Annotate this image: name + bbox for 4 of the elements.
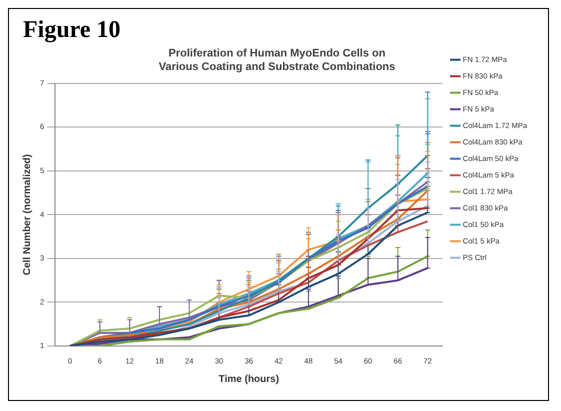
x-axis-title: Time (hours) [218,374,280,385]
caption: Figure 10 [22,16,122,43]
y-axis-title: Cell Number (normalized) [22,154,33,276]
chart-title: Proliferation of Human MyoEndo Cells on Various Coating and Substrate Combinations [158,48,396,73]
